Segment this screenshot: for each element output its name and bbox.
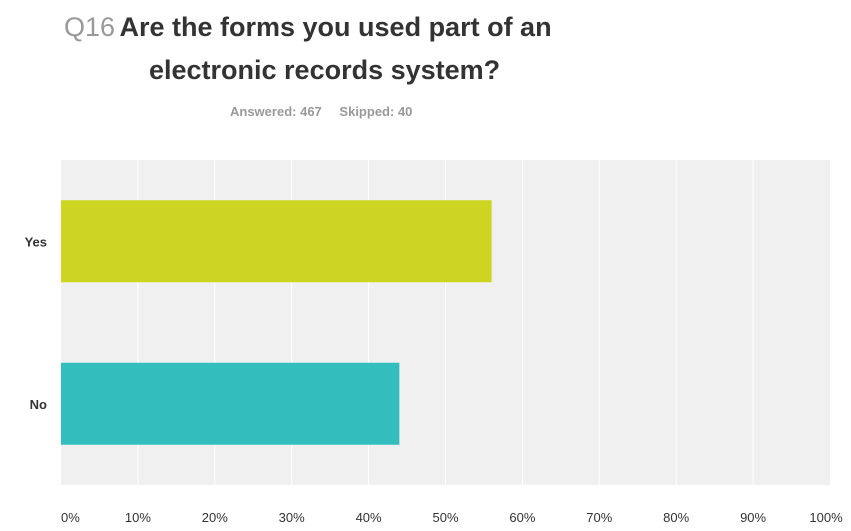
bar-no bbox=[61, 362, 400, 445]
question-text-line2: electronic records system? bbox=[149, 55, 501, 85]
question-text-line1: Are the forms you used part of an bbox=[119, 12, 552, 42]
question-title: Q16 Are the forms you used part of an el… bbox=[64, 8, 764, 94]
bar-yes bbox=[61, 200, 492, 283]
x-tick-label: 50% bbox=[432, 510, 458, 525]
answered-value: 467 bbox=[300, 104, 322, 119]
x-tick-label: 20% bbox=[202, 510, 228, 525]
x-tick-label: 90% bbox=[740, 510, 766, 525]
category-labels: Yes No bbox=[25, 234, 47, 412]
x-tick-label: 70% bbox=[586, 510, 612, 525]
category-label-yes: Yes bbox=[25, 234, 47, 249]
question-number: Q16 bbox=[64, 12, 116, 42]
skipped-value: 40 bbox=[397, 104, 413, 119]
x-tick-label: 10% bbox=[125, 510, 151, 525]
x-tick-label: 30% bbox=[279, 510, 305, 525]
response-stats: Answered: 467 Skipped: 40 bbox=[230, 104, 412, 119]
x-tick-label: 80% bbox=[663, 510, 689, 525]
x-tick-label: 40% bbox=[356, 510, 382, 525]
skipped-label: Skipped: bbox=[339, 104, 395, 119]
x-tick-label: 60% bbox=[509, 510, 535, 525]
x-tick-label: 0% bbox=[61, 510, 80, 525]
x-tick-label: 100% bbox=[809, 510, 843, 525]
bars bbox=[61, 200, 492, 445]
category-label-no: No bbox=[30, 397, 47, 412]
answered-label: Answered: bbox=[230, 104, 297, 119]
x-axis-ticks: 0% 10% 20% 30% 40% 50% 60% 70% 80% 90% 100% bbox=[61, 510, 843, 525]
